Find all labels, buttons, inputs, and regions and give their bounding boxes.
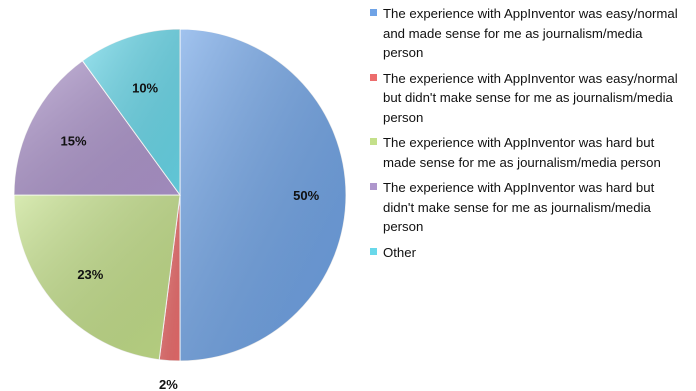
pie-slice-label-5: 10%: [132, 81, 158, 96]
legend-label-5: Other: [383, 244, 416, 260]
legend-label-3: The experience with AppInventor was hard…: [383, 135, 661, 170]
legend-item-2: The experience with AppInventor was easy…: [370, 69, 692, 128]
pie-slice-label-1: 50%: [293, 188, 319, 203]
legend-item-5: Other: [370, 243, 692, 263]
legend-item-3: The experience with AppInventor was hard…: [370, 133, 692, 172]
pie-slice-label-3: 23%: [77, 267, 103, 282]
pie-slice-shade-3: [14, 195, 180, 360]
legend-label-1: The experience with AppInventor was easy…: [383, 6, 678, 60]
legend-swatch-2: [370, 73, 377, 81]
pie-slice-label-2: 2%: [159, 377, 178, 391]
legend-label-4: The experience with AppInventor was hard…: [383, 180, 655, 234]
pie-slice-shade-5: [82, 29, 180, 195]
pie-slice-shade-4: [14, 60, 180, 195]
legend: The experience with AppInventor was easy…: [370, 4, 692, 268]
legend-swatch-5: [370, 247, 377, 255]
pie-slice-labels: 50% 2% 23% 15% 10%: [60, 81, 319, 391]
legend-swatch-4: [370, 183, 377, 190]
pie-slices: [13, 28, 347, 362]
legend-swatch-3: [370, 138, 377, 145]
legend-item-4: The experience with AppInventor was hard…: [370, 178, 692, 237]
pie-chart: 50% 2% 23% 15% 10%: [13, 28, 347, 391]
pie-slice-label-4: 15%: [60, 134, 86, 149]
pie-slice-shade-1: [180, 29, 346, 361]
legend-label-2: The experience with AppInventor was easy…: [383, 70, 678, 125]
legend-swatch-1: [370, 9, 377, 16]
legend-item-1: The experience with AppInventor was easy…: [370, 4, 692, 63]
